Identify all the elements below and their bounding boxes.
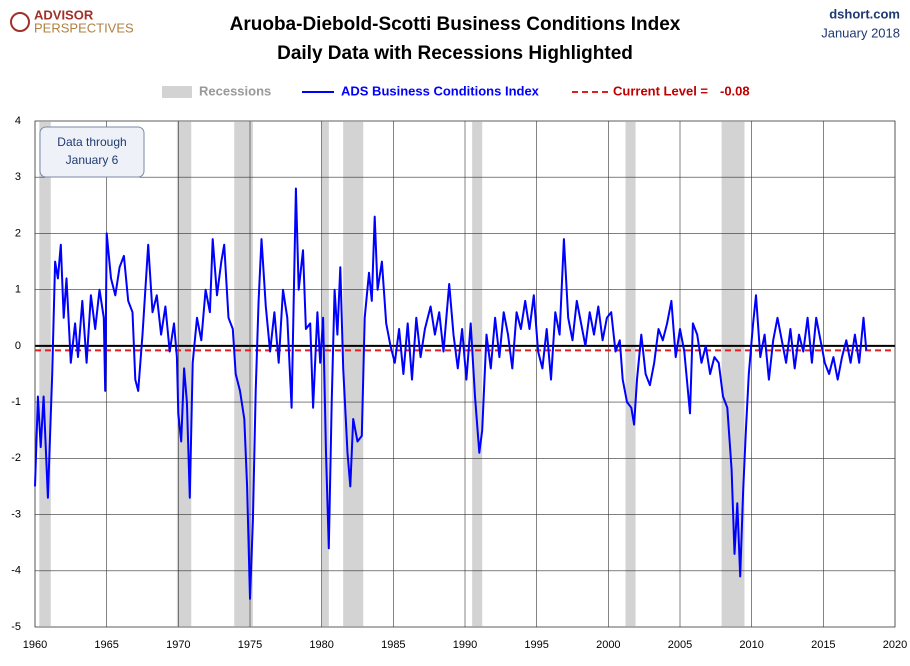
legend-swatch <box>162 86 192 98</box>
x-tick-label: 2020 <box>883 639 907 651</box>
y-tick-label: -1 <box>11 396 21 408</box>
y-tick-label: -3 <box>11 508 21 520</box>
y-tick-label: -5 <box>11 621 21 633</box>
date: January 2018 <box>821 25 900 40</box>
x-tick-label: 1960 <box>23 639 47 651</box>
y-tick-label: 3 <box>15 171 21 183</box>
logo: PERSPECTIVES <box>34 20 134 35</box>
x-tick-label: 1995 <box>524 639 548 651</box>
recession-band <box>472 121 483 627</box>
legend-label: Recessions <box>199 83 271 98</box>
annotation-box <box>39 126 145 178</box>
x-tick-label: 1970 <box>166 639 190 651</box>
annotation: Data through <box>57 135 126 149</box>
y-tick-label: 1 <box>15 284 21 296</box>
x-tick-label: 1985 <box>381 639 405 651</box>
logo-icon <box>10 12 30 32</box>
x-tick-label: 2005 <box>668 639 692 651</box>
data-line <box>34 187 868 600</box>
y-tick-label: -4 <box>11 565 21 577</box>
x-tick-label: 1980 <box>309 639 333 651</box>
chart-title: Aruoba-Diebold-Scotti Business Condition… <box>230 14 681 35</box>
annotation: January 6 <box>66 153 119 167</box>
y-tick-label: 4 <box>15 115 21 127</box>
logo: ADVISOR <box>34 7 94 22</box>
recession-band <box>343 121 364 627</box>
x-tick-label: 1975 <box>238 639 262 651</box>
source: dshort.com <box>829 6 900 21</box>
x-tick-label: 1965 <box>94 639 118 651</box>
chart-subtitle: Daily Data with Recessions Highlighted <box>277 43 633 64</box>
recession-band <box>721 121 745 627</box>
recession-band <box>625 121 636 627</box>
x-tick-label: 2000 <box>596 639 620 651</box>
y-tick-label: 0 <box>15 340 21 352</box>
y-tick-label: -2 <box>11 452 21 464</box>
x-tick-label: 2015 <box>811 639 835 651</box>
legend-label: ADS Business Conditions Index <box>341 83 540 98</box>
legend-label: Current Level = <box>613 83 708 98</box>
y-tick-label: 2 <box>15 227 21 239</box>
x-tick-label: 1990 <box>453 639 477 651</box>
x-tick-label: 2010 <box>739 639 763 651</box>
recession-band <box>39 121 51 627</box>
legend-value: -0.08 <box>720 83 750 98</box>
